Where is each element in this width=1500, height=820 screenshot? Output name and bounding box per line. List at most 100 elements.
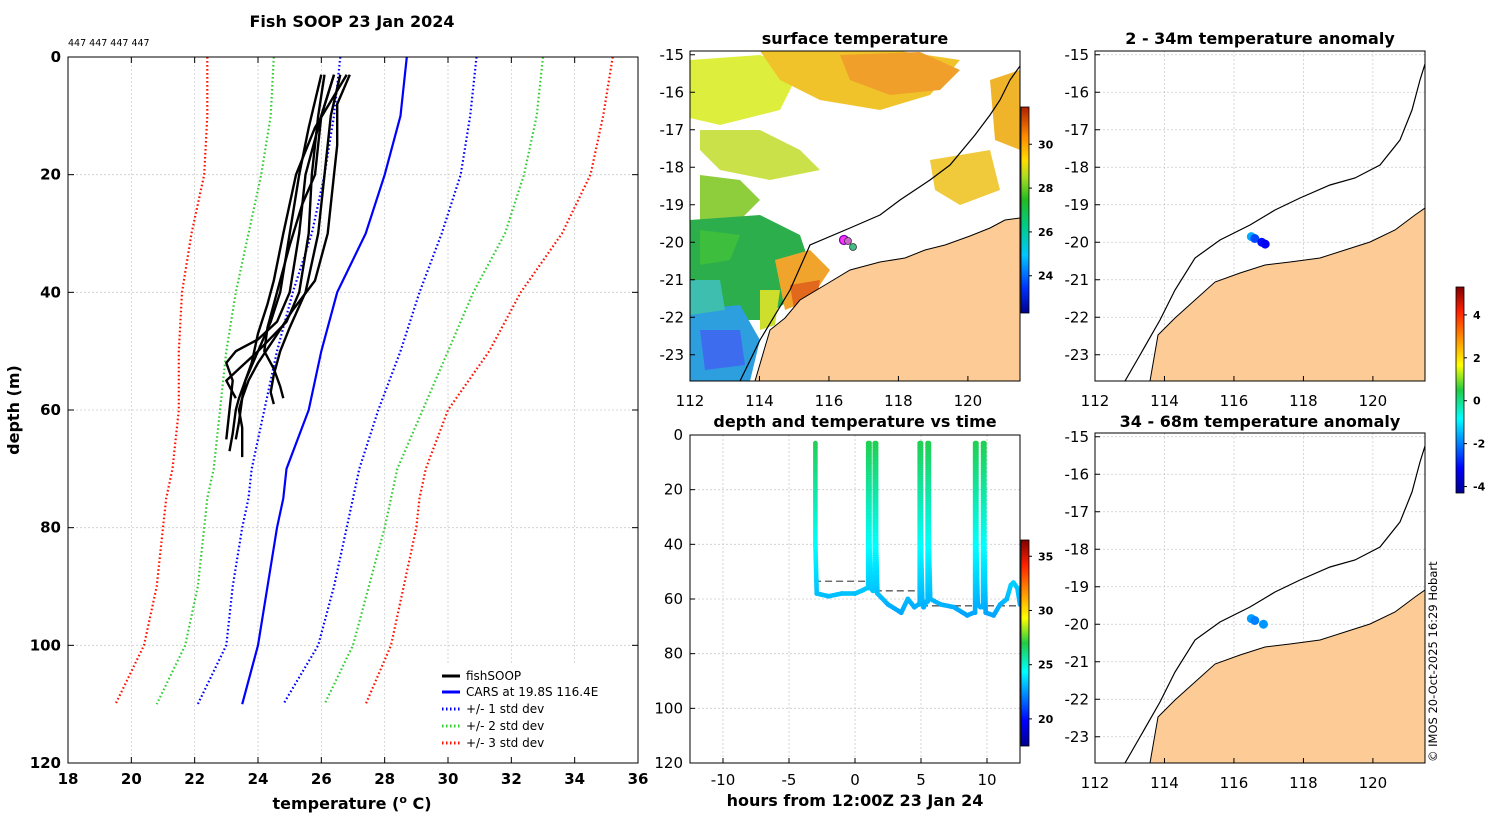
map-xtick-label: 116 xyxy=(815,392,844,410)
profile-ticks: 18 20 22 24 26 28 30 32 34 36 0 20 40 60 80 100 120 xyxy=(30,48,649,788)
colorbar-tick-label: 26 xyxy=(1038,226,1054,239)
profile-xtick-label: 18 xyxy=(58,770,79,788)
profile-xtick-label: 26 xyxy=(311,770,332,788)
map-xtick-label: 116 xyxy=(1220,392,1249,410)
anom-colorbar: 4 2 0 -2 -4 xyxy=(1455,286,1486,494)
ts-ytick-label: 80 xyxy=(664,645,683,663)
map-xtick-label: 120 xyxy=(954,392,983,410)
profile-xtick-label: 28 xyxy=(374,770,395,788)
sst-vessel-point xyxy=(849,243,857,251)
map-ytick-label: -17 xyxy=(1065,121,1090,139)
profile-ytick-label: 20 xyxy=(40,166,61,184)
colorbar-tick-label: 30 xyxy=(1038,604,1054,617)
profile-ytick-label: 80 xyxy=(40,519,61,537)
profile-ylabel: depth (m) xyxy=(4,365,23,455)
colorbar-tick-label: -4 xyxy=(1473,481,1486,494)
map-ytick-label: -20 xyxy=(1065,615,1090,633)
ts-xlabel: hours from 12:00Z 23 Jan 24 xyxy=(727,791,984,810)
profile-xtick-label: 36 xyxy=(628,770,649,788)
colorbar-tick-label: 0 xyxy=(1473,395,1481,408)
anom2-points xyxy=(1246,614,1268,629)
anom1-title: 2 - 34m temperature anomaly xyxy=(1125,29,1395,48)
profile-ytick-label: 40 xyxy=(40,283,61,301)
profile-xlabel: temperature (o C) xyxy=(272,793,431,813)
fish-profile-line xyxy=(269,74,342,405)
profile-xtick-label: 30 xyxy=(438,770,459,788)
profile-axes-frame xyxy=(67,56,639,764)
map-ytick-label: -15 xyxy=(660,46,685,64)
std2-upper-line xyxy=(323,56,545,705)
credit-text: © IMOS 20-Oct-2025 16:29 Hobart xyxy=(1426,561,1440,762)
ts-xtick-label: 10 xyxy=(977,771,996,789)
map-ytick-label: -15 xyxy=(1065,428,1090,446)
sst-shelf-contour xyxy=(739,65,1020,381)
ts-ytick-label: 40 xyxy=(664,535,683,553)
profile-grid xyxy=(67,56,639,764)
legend-label-cars: CARS at 19.8S 116.4E xyxy=(466,685,598,699)
ts-title: depth and temperature vs time xyxy=(713,412,996,431)
colorbar-tick-label: 4 xyxy=(1473,309,1481,322)
map-ytick-label: -22 xyxy=(1065,690,1090,708)
map-ytick-label: -23 xyxy=(1065,728,1090,746)
map-ytick-label: -21 xyxy=(1065,271,1090,289)
map-xtick-label: 112 xyxy=(1081,392,1110,410)
std2-lower-line xyxy=(155,56,275,705)
map-xtick-label: 114 xyxy=(1150,392,1179,410)
map-ytick-label: -16 xyxy=(1065,465,1090,483)
map-ytick-label: -20 xyxy=(1065,233,1090,251)
profile-title: Fish SOOP 23 Jan 2024 xyxy=(250,12,455,31)
map-ytick-label: -22 xyxy=(1065,308,1090,326)
ts-ytick-label: 120 xyxy=(654,754,683,772)
anom2-axes-frame xyxy=(1094,432,1426,764)
ts-grid xyxy=(690,434,1020,764)
sst-title: surface temperature xyxy=(762,29,949,48)
map-ytick-label: -23 xyxy=(660,346,685,364)
profile-ytick-label: 60 xyxy=(40,401,61,419)
anom2-panel: 34 - 68m temperature anomaly 112 114 116 11… xyxy=(1065,412,1426,792)
ts-xtick-label: 0 xyxy=(850,771,860,789)
timeseries-panel: depth and temperature vs time -10 -5 0 5 100… xyxy=(654,412,1053,810)
sst-colorbar: 24 26 28 30 xyxy=(1020,106,1054,314)
ts-dive-points xyxy=(813,440,1020,618)
map-ytick-label: -17 xyxy=(660,121,685,139)
profile-lines xyxy=(114,56,614,705)
fish-profile-line xyxy=(237,74,351,458)
anom1-axes-frame xyxy=(1094,50,1426,382)
anom1-shelf-contour xyxy=(1124,63,1425,381)
colorbar-tick-label: 28 xyxy=(1038,182,1053,195)
map-xtick-label: 118 xyxy=(1289,392,1318,410)
sst-vessel-point xyxy=(844,237,852,245)
map-ytick-label: -16 xyxy=(1065,83,1090,101)
ts-ytick-label: 0 xyxy=(673,426,683,444)
profile-ytick-label: 120 xyxy=(30,754,61,772)
ts-xtick-label: -5 xyxy=(782,771,797,789)
map-xtick-label: 118 xyxy=(884,392,913,410)
colorbar-tick-label: 25 xyxy=(1038,659,1053,672)
map-ytick-label: -20 xyxy=(660,233,685,251)
anom2-title: 34 - 68m temperature anomaly xyxy=(1120,412,1401,431)
ts-colorbar: 20 25 30 35 xyxy=(1020,539,1054,747)
map-ytick-label: -15 xyxy=(1065,46,1090,64)
legend-label-std2: +/- 2 std dev xyxy=(466,719,544,733)
std3-lower-line xyxy=(114,57,209,705)
map-ytick-label: -19 xyxy=(1065,578,1090,596)
profile-subtitle: 447 447 447 447 xyxy=(68,38,150,49)
map-ytick-label: -17 xyxy=(1065,503,1090,521)
anomaly-point xyxy=(1250,234,1260,243)
anom1-land xyxy=(1149,207,1425,381)
legend-label-fish: fishSOOP xyxy=(466,669,521,683)
map-ytick-label: -18 xyxy=(660,158,685,176)
map-ytick-label: -22 xyxy=(660,308,685,326)
map-ytick-label: -19 xyxy=(660,196,685,214)
anom2-shelf-contour xyxy=(1124,445,1425,763)
profile-xtick-label: 20 xyxy=(121,770,142,788)
ts-dive-point xyxy=(1017,602,1020,607)
profile-xtick-label: 24 xyxy=(248,770,269,788)
ts-dashed-lines xyxy=(814,580,1020,607)
profile-ytick-label: 100 xyxy=(30,636,61,654)
map-ytick-label: -21 xyxy=(660,271,685,289)
anomaly-point xyxy=(1250,616,1260,625)
map-ytick-label: -18 xyxy=(1065,158,1090,176)
